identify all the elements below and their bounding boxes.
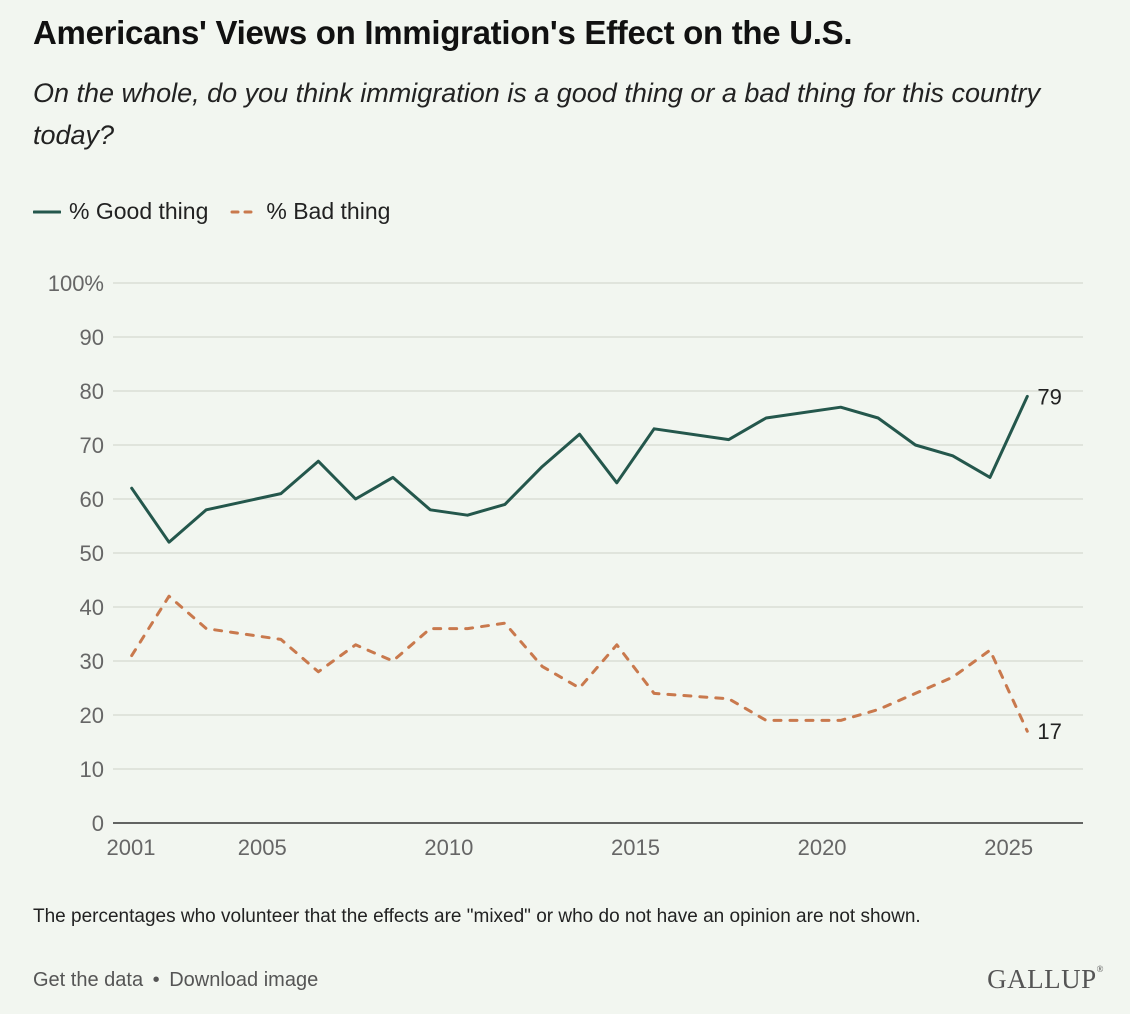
series-line-good	[130, 394, 1029, 544]
x-tick-label-2001: 2001	[107, 835, 156, 860]
legend-label-good: % Good thing	[69, 198, 209, 224]
legend-label-bad: % Bad thing	[266, 198, 391, 224]
x-tick-label-2020: 2020	[798, 835, 847, 860]
y-tick-label-40: 40	[80, 595, 104, 620]
y-tick-label-60: 60	[80, 487, 104, 512]
y-tick-label-0: 0	[92, 811, 104, 836]
chart-subtitle: On the whole, do you think immigration i…	[33, 78, 1041, 150]
x-tick-label-2010: 2010	[424, 835, 473, 860]
chart-title: Americans' Views on Immigration's Effect…	[33, 14, 853, 51]
links-row: Get the data • Download image	[33, 969, 318, 992]
legend-item-good: % Good thing	[33, 198, 208, 225]
y-tick-label-100: 100%	[48, 271, 104, 296]
get-data-link[interactable]: Get the data	[33, 969, 144, 991]
y-tick-label-50: 50	[80, 541, 104, 566]
line-chart: 0 10 20 30 40 50 60 70 80 90 100% 2001 2005 2010 2015 2…	[48, 271, 1083, 860]
y-tick-label-10: 10	[80, 757, 104, 782]
x-tick-label-2025: 2025	[984, 835, 1033, 860]
footnote: The percentages who volunteer that the e…	[33, 906, 921, 927]
download-image-link[interactable]: Download image	[169, 969, 319, 991]
y-tick-label-90: 90	[80, 325, 104, 350]
legend-swatch-good	[33, 210, 61, 213]
legend-item-bad: % Bad thing	[230, 198, 390, 225]
y-tick-label-20: 20	[80, 703, 104, 728]
x-tick-label-2005: 2005	[238, 835, 287, 860]
y-tick-label-70: 70	[80, 433, 104, 458]
end-label-good: 79	[1037, 384, 1061, 409]
legend-swatch-bad	[230, 210, 259, 213]
gallup-logo: GALLUP®	[987, 964, 1104, 994]
legend: % Good thing % Bad thing	[33, 198, 412, 225]
end-label-bad: 17	[1037, 719, 1061, 744]
link-separator: •	[152, 969, 160, 991]
x-tick-label-2015: 2015	[611, 835, 660, 860]
y-tick-label-30: 30	[80, 649, 104, 674]
series-line-bad	[130, 594, 1029, 733]
y-tick-label-80: 80	[80, 379, 104, 404]
